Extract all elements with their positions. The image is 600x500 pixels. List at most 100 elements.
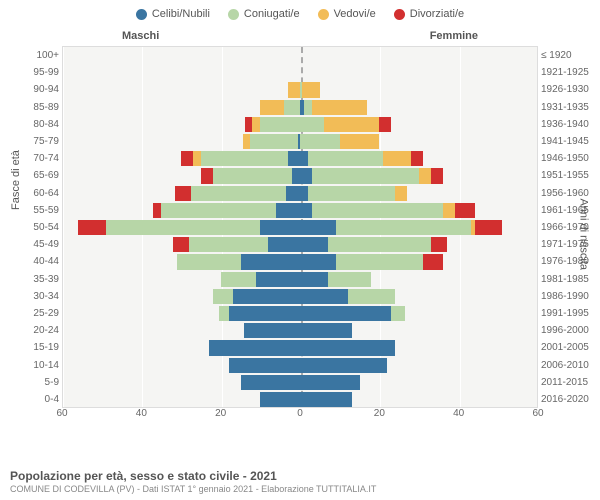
pyramid-row: 20-241996-2000 <box>63 322 537 339</box>
legend-item: Celibi/Nubili <box>136 8 210 20</box>
bar-segment <box>191 186 286 201</box>
x-tick: 40 <box>453 408 464 419</box>
bar-segment <box>300 151 308 166</box>
side-label-m: Maschi <box>122 30 159 42</box>
bar-segment <box>256 272 300 287</box>
bar-segment <box>328 237 431 252</box>
bar-female <box>300 117 391 132</box>
bar-female <box>300 82 320 97</box>
legend-item: Coniugati/e <box>228 8 300 20</box>
bar-segment <box>300 186 308 201</box>
age-label: 40-44 <box>15 253 59 270</box>
bar-segment <box>336 220 471 235</box>
pyramid-row: 85-891931-1935 <box>63 99 537 116</box>
bar-segment <box>189 237 268 252</box>
bar-segment <box>308 186 395 201</box>
birth-year-label: 2016-2020 <box>541 391 593 408</box>
bar-female <box>300 237 447 252</box>
bar-segment <box>300 323 352 338</box>
bar-segment <box>177 254 240 269</box>
bar-segment <box>292 168 300 183</box>
bar-segment <box>260 100 284 115</box>
bar-segment <box>201 151 288 166</box>
bar-segment <box>78 220 106 235</box>
age-label: 100+ <box>15 47 59 64</box>
bar-segment <box>423 254 443 269</box>
bar-segment <box>153 203 161 218</box>
birth-year-label: 2006-2010 <box>541 357 593 374</box>
side-label-f: Femmine <box>430 30 478 42</box>
legend-swatch <box>394 9 405 20</box>
bar-segment <box>348 289 396 304</box>
bar-segment <box>243 134 251 149</box>
age-label: 30-34 <box>15 288 59 305</box>
birth-year-label: ≤ 1920 <box>541 47 593 64</box>
bar-male <box>78 220 300 235</box>
pyramid-row: 35-391981-1985 <box>63 271 537 288</box>
gridline <box>539 47 540 407</box>
bar-segment <box>260 220 300 235</box>
pyramid-row: 65-691951-1955 <box>63 167 537 184</box>
bar-segment <box>213 289 233 304</box>
bar-segment <box>201 168 213 183</box>
bar-female <box>300 323 352 338</box>
bar-segment <box>284 100 300 115</box>
bar-segment <box>419 168 431 183</box>
bar-segment <box>241 254 301 269</box>
pyramid-row: 70-741946-1950 <box>63 150 537 167</box>
bar-segment <box>260 392 300 407</box>
bar-segment <box>300 272 328 287</box>
bar-segment <box>324 117 380 132</box>
birth-year-label: 1951-1955 <box>541 167 593 184</box>
bar-female <box>300 186 407 201</box>
bar-female <box>300 375 360 390</box>
bar-male <box>243 134 300 149</box>
bar-female <box>300 306 405 321</box>
age-label: 25-29 <box>15 305 59 322</box>
legend: Celibi/NubiliConiugati/eVedovi/eDivorzia… <box>0 0 600 24</box>
pyramid-row: 75-791941-1945 <box>63 133 537 150</box>
x-tick: 20 <box>215 408 226 419</box>
bar-female <box>300 203 475 218</box>
x-tick: 60 <box>56 408 67 419</box>
pyramid-row: 10-142006-2010 <box>63 357 537 374</box>
bar-segment <box>233 289 300 304</box>
bar-male <box>229 358 300 373</box>
age-label: 75-79 <box>15 133 59 150</box>
bar-male <box>288 82 300 97</box>
pyramid-row: 45-491971-1975 <box>63 236 537 253</box>
bar-segment <box>312 100 368 115</box>
bar-male <box>241 375 301 390</box>
plot: 100+≤ 192095-991921-192590-941926-193085… <box>62 46 538 408</box>
pyramid-row: 95-991921-1925 <box>63 64 537 81</box>
bar-segment <box>106 220 261 235</box>
bar-male <box>260 100 300 115</box>
age-label: 95-99 <box>15 64 59 81</box>
birth-year-label: 1941-1945 <box>541 133 593 150</box>
bar-segment <box>276 203 300 218</box>
chart-title: Popolazione per età, sesso e stato civil… <box>10 469 590 483</box>
bar-segment <box>244 323 300 338</box>
pyramid-row: 40-441976-1980 <box>63 253 537 270</box>
bar-segment <box>431 237 447 252</box>
bar-segment <box>300 289 348 304</box>
age-label: 90-94 <box>15 81 59 98</box>
bar-female <box>300 392 352 407</box>
bar-segment <box>213 168 292 183</box>
bar-male <box>201 168 300 183</box>
birth-year-label: 1986-1990 <box>541 288 593 305</box>
bar-segment <box>193 151 201 166</box>
bar-male <box>181 151 300 166</box>
bar-male <box>173 237 300 252</box>
bar-female <box>300 272 371 287</box>
age-label: 50-54 <box>15 219 59 236</box>
bar-segment <box>181 151 193 166</box>
age-label: 10-14 <box>15 357 59 374</box>
bar-segment <box>252 117 260 132</box>
bar-female <box>300 220 502 235</box>
y-axis-label-left: Fasce di età <box>10 150 22 210</box>
birth-year-label: 1946-1950 <box>541 150 593 167</box>
legend-item: Vedovi/e <box>318 8 376 20</box>
pyramid-row: 15-192001-2005 <box>63 339 537 356</box>
bar-segment <box>443 203 455 218</box>
